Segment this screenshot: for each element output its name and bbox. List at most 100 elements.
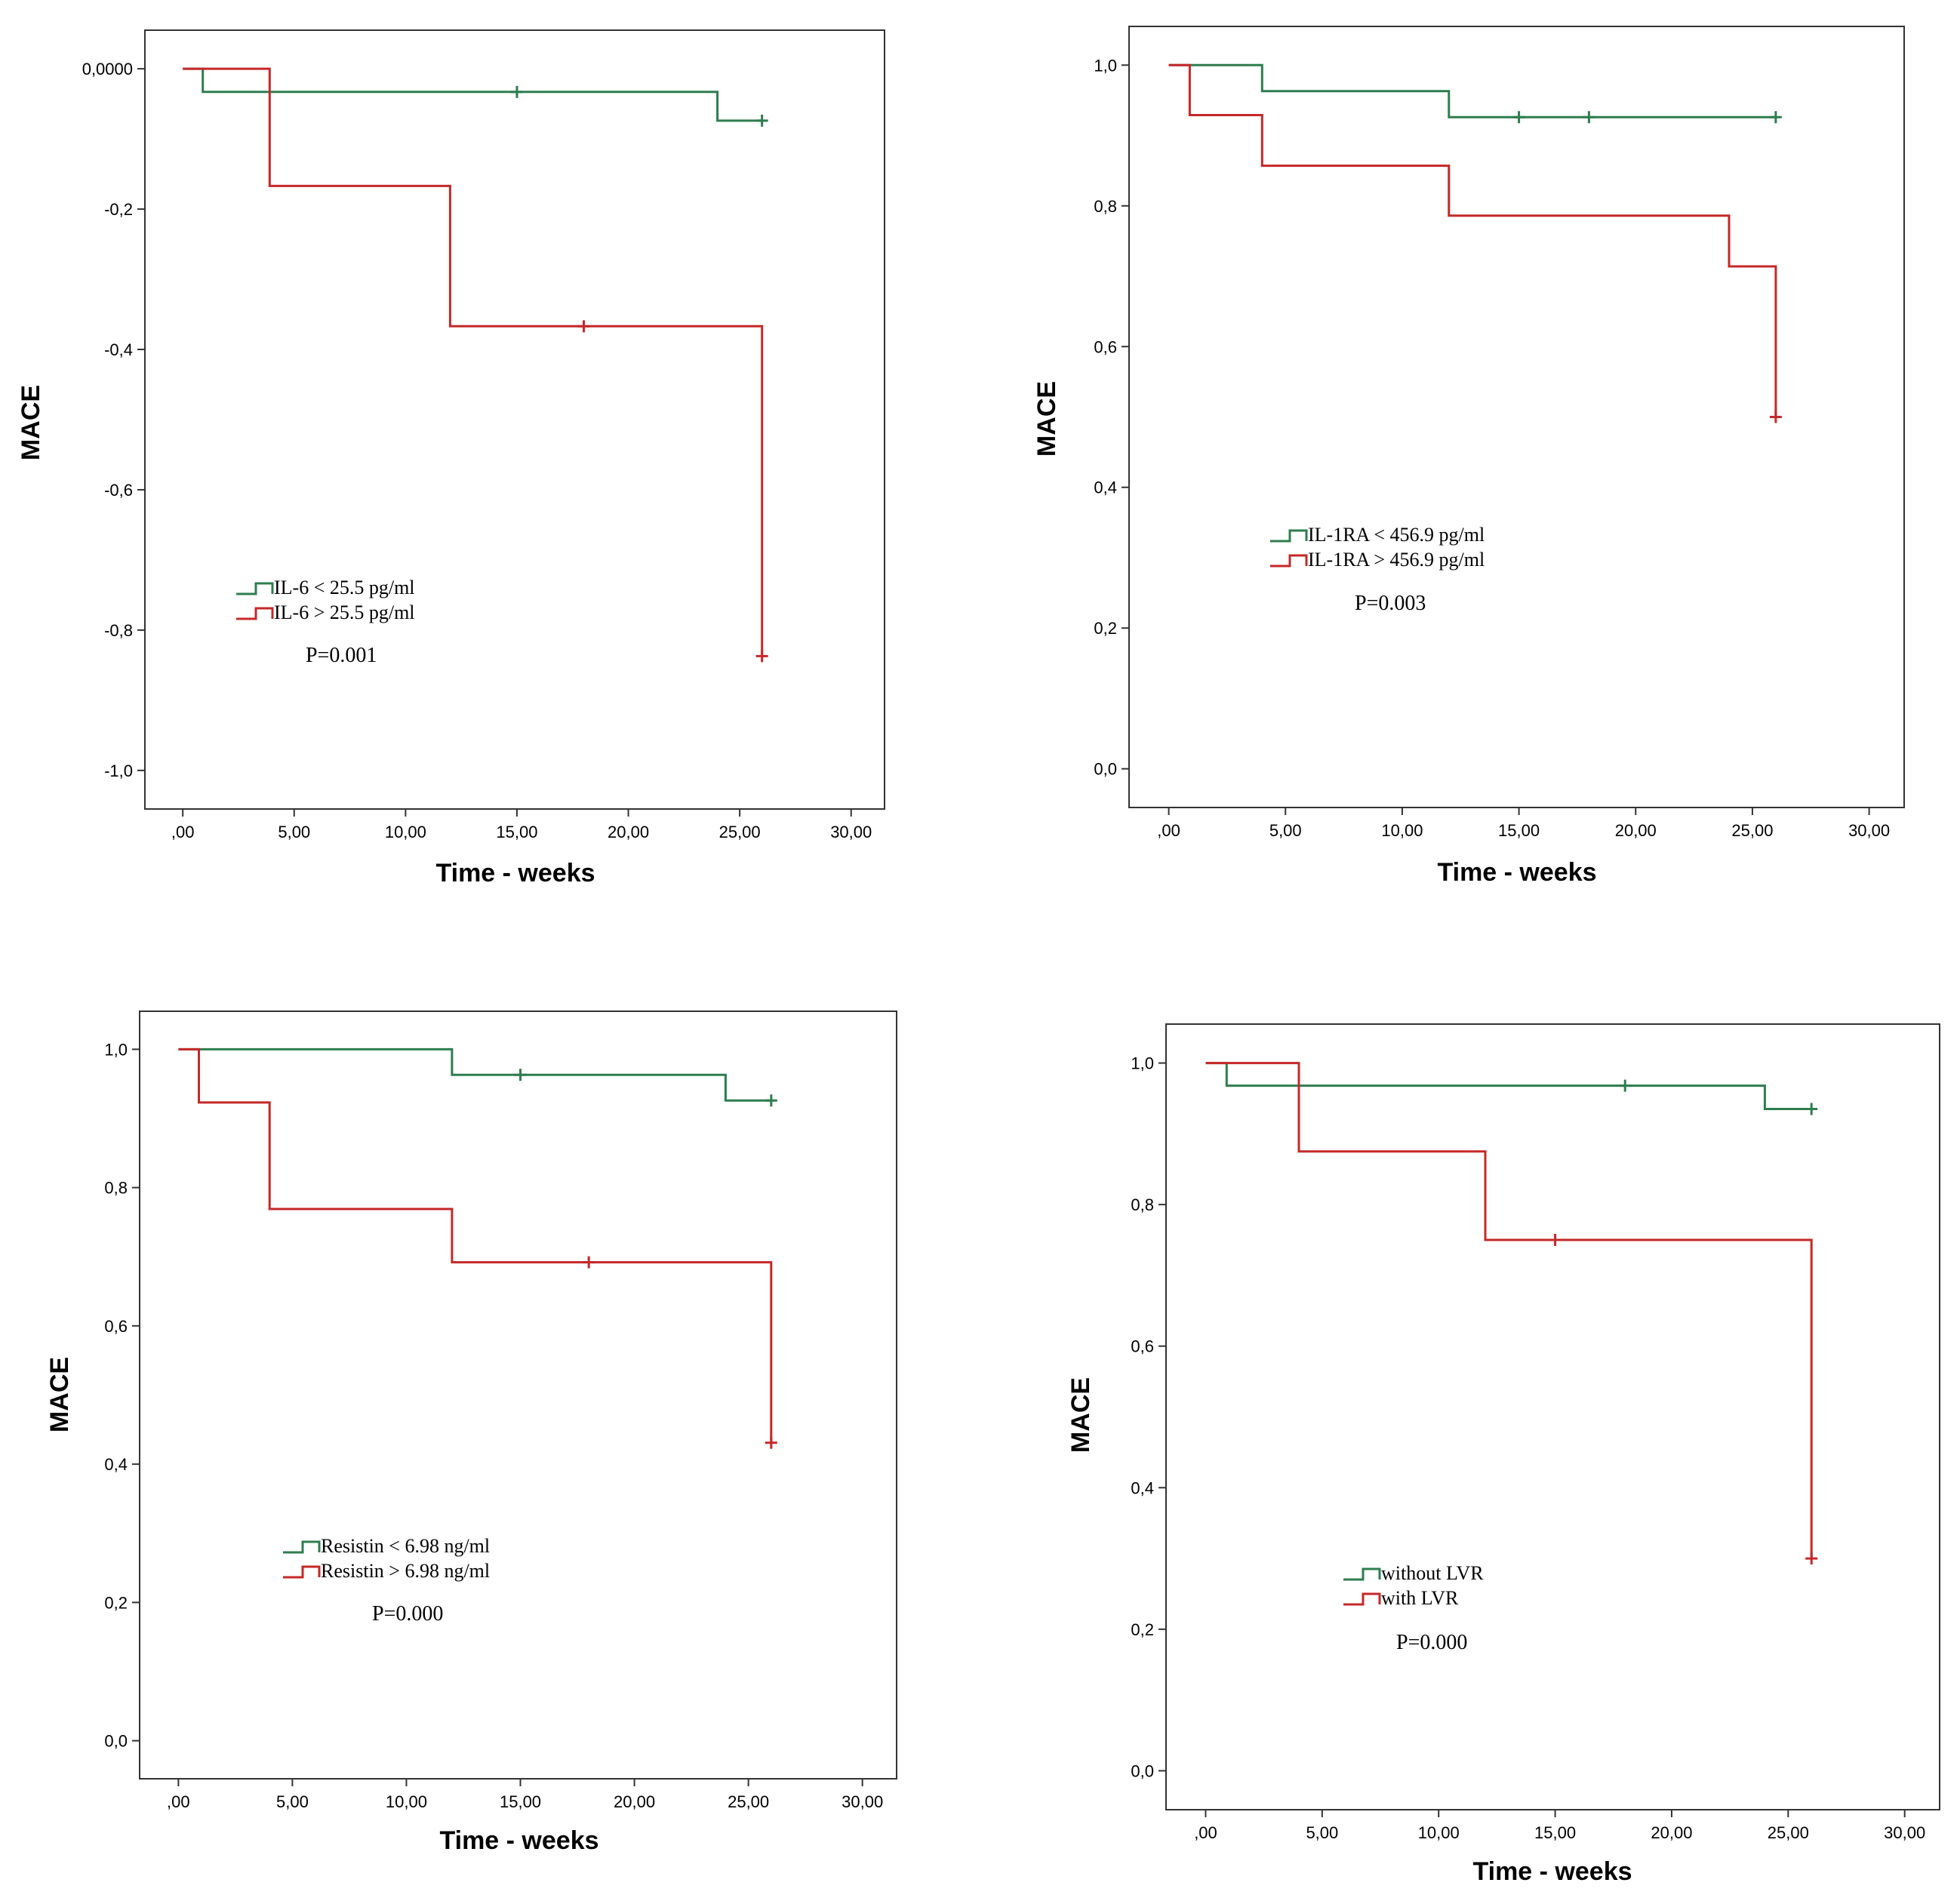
y-tick-label: 0,0 [104,1732,128,1751]
series-line-1 [1168,63,1776,118]
legend-label: IL-1RA < 456.9 pg/ml [1308,524,1485,546]
x-tick-label: 25,00 [728,1792,769,1811]
y-tick-label: 0,0 [1131,1761,1154,1780]
legend-label: IL-1RA > 456.9 pg/ml [1308,549,1485,571]
censor-mark [755,114,768,127]
p-value-label: P=0.001 [306,644,377,667]
y-tick-label: 0,8 [1094,197,1117,216]
series-line-2 [178,1047,773,1443]
legend-label: Resistin > 6.98 ng/ml [321,1560,490,1582]
y-tick-label: 0,6 [1131,1337,1154,1356]
x-tick-label: ,00 [1194,1823,1217,1842]
x-tick-label: 10,00 [386,1792,427,1811]
censor-mark [514,1069,527,1081]
y-tick-label: 1,0 [1094,56,1117,75]
p-value-label: P=0.000 [1396,1631,1467,1654]
legend-swatch [236,582,274,595]
plot-frame [144,29,885,810]
y-tick-label: 0,8 [1131,1195,1154,1214]
x-tick-label: 5,00 [1269,821,1302,840]
y-tick-label: -1,0 [104,761,133,780]
x-axis-title: Time - weeks [1437,858,1596,887]
x-tick-label: 25,00 [1768,1823,1809,1842]
y-tick-label: 0,2 [104,1593,128,1612]
y-axis-title: MACE [17,385,45,460]
x-axis-title: Time - weeks [1472,1857,1632,1886]
y-tick-label: 0,2 [1094,619,1117,638]
legend-swatch [1270,554,1308,568]
y-axis-title: MACE [1066,1377,1095,1453]
y-tick-label: 0,0000 [82,60,133,78]
legend-label: Resistin < 6.98 ng/ml [321,1535,490,1557]
x-tick-label: 10,00 [385,823,426,841]
legend-swatch [1270,529,1308,543]
y-tick-label: 0,4 [1131,1478,1154,1497]
x-tick-label: ,00 [167,1792,190,1811]
x-tick-label: 5,00 [1306,1823,1338,1842]
legend-swatch [236,607,274,620]
censor-mark [1512,111,1525,124]
legend: IL-6 < 25.5 pg/ml IL-6 > 25.5 pg/ml [236,577,415,623]
chart-panel-3: ,00 5,00 10,00 15,00 20,00 25,00 30,00 0,0 0,2 0,… [45,1011,897,1855]
censor-mark [765,1436,777,1449]
x-tick-label: 20,00 [1615,821,1657,840]
x-tick-label: 10,00 [1418,1823,1460,1842]
y-tick-label: 0,2 [1131,1620,1154,1639]
y-tick-label: -0,8 [104,621,133,640]
plot-frame [139,1011,897,1780]
x-tick-label: ,00 [1157,821,1180,840]
legend-label: without LVR [1381,1562,1484,1584]
censor-mark [755,650,768,663]
legend: IL-1RA < 456.9 pg/ml IL-1RA > 456.9 pg/ml [1270,524,1485,571]
legend-swatch [1343,1567,1381,1581]
censor-mark [1769,111,1782,124]
legend-label: with LVR [1381,1587,1459,1609]
x-tick-label: 25,00 [1731,821,1773,840]
p-value-label: P=0.000 [372,1602,443,1626]
y-tick-label: -0,2 [104,200,133,219]
series-line-2 [1168,63,1777,417]
x-tick-label: 25,00 [719,823,761,841]
y-tick-label: -0,4 [104,340,133,359]
x-tick-label: 20,00 [614,1792,655,1811]
x-tick-label: 30,00 [1848,821,1890,840]
x-tick-label: 15,00 [1498,821,1540,840]
series-line-2 [1205,1062,1813,1559]
censor-mark [765,1094,777,1107]
y-tick-label: 0,4 [104,1455,128,1474]
legend-swatch [283,1540,321,1554]
legend-swatch [1343,1592,1381,1606]
x-tick-label: 15,00 [496,823,537,841]
y-tick-label: 0,4 [1094,478,1117,497]
chart-panel-1: ,00 5,00 10,00 15,00 20,00 25,00 30,00 0,0000 -0… [17,29,885,887]
y-axis-title: MACE [45,1357,74,1432]
legend-label: IL-6 > 25.5 pg/ml [274,601,415,623]
censor-mark [577,320,590,333]
p-value-label: P=0.003 [1355,592,1426,615]
y-axis-title: MACE [1032,381,1061,457]
x-axis-title: Time - weeks [439,1826,598,1855]
x-tick-label: 5,00 [278,823,310,841]
legend: without LVR with LVR [1343,1562,1484,1609]
y-tick-label: 0,6 [1094,337,1117,356]
series-line-2 [183,67,764,657]
x-tick-label: 20,00 [608,823,649,841]
censor-mark [1805,1552,1818,1565]
series-line-1 [178,1047,771,1102]
legend: Resistin < 6.98 ng/ml Resistin > 6.98 ng/… [283,1535,490,1582]
x-tick-label: 10,00 [1381,821,1423,840]
censor-mark [510,85,523,98]
plot-frame [1165,1023,1940,1810]
censor-mark [1583,111,1595,124]
censor-mark [1549,1234,1562,1247]
x-tick-label: ,00 [171,823,195,841]
y-tick-label: 0,8 [104,1179,128,1198]
chart-panel-2: ,00 5,00 10,00 15,00 20,00 25,00 30,00 0,0 0,2 0,… [1032,26,1905,887]
x-tick-label: 30,00 [1884,1823,1925,1842]
legend-swatch [283,1565,321,1579]
y-tick-label: 0,0 [1094,760,1117,779]
x-tick-label: 5,00 [276,1792,309,1811]
y-tick-label: 1,0 [104,1040,128,1059]
x-tick-label: 20,00 [1651,1823,1692,1842]
